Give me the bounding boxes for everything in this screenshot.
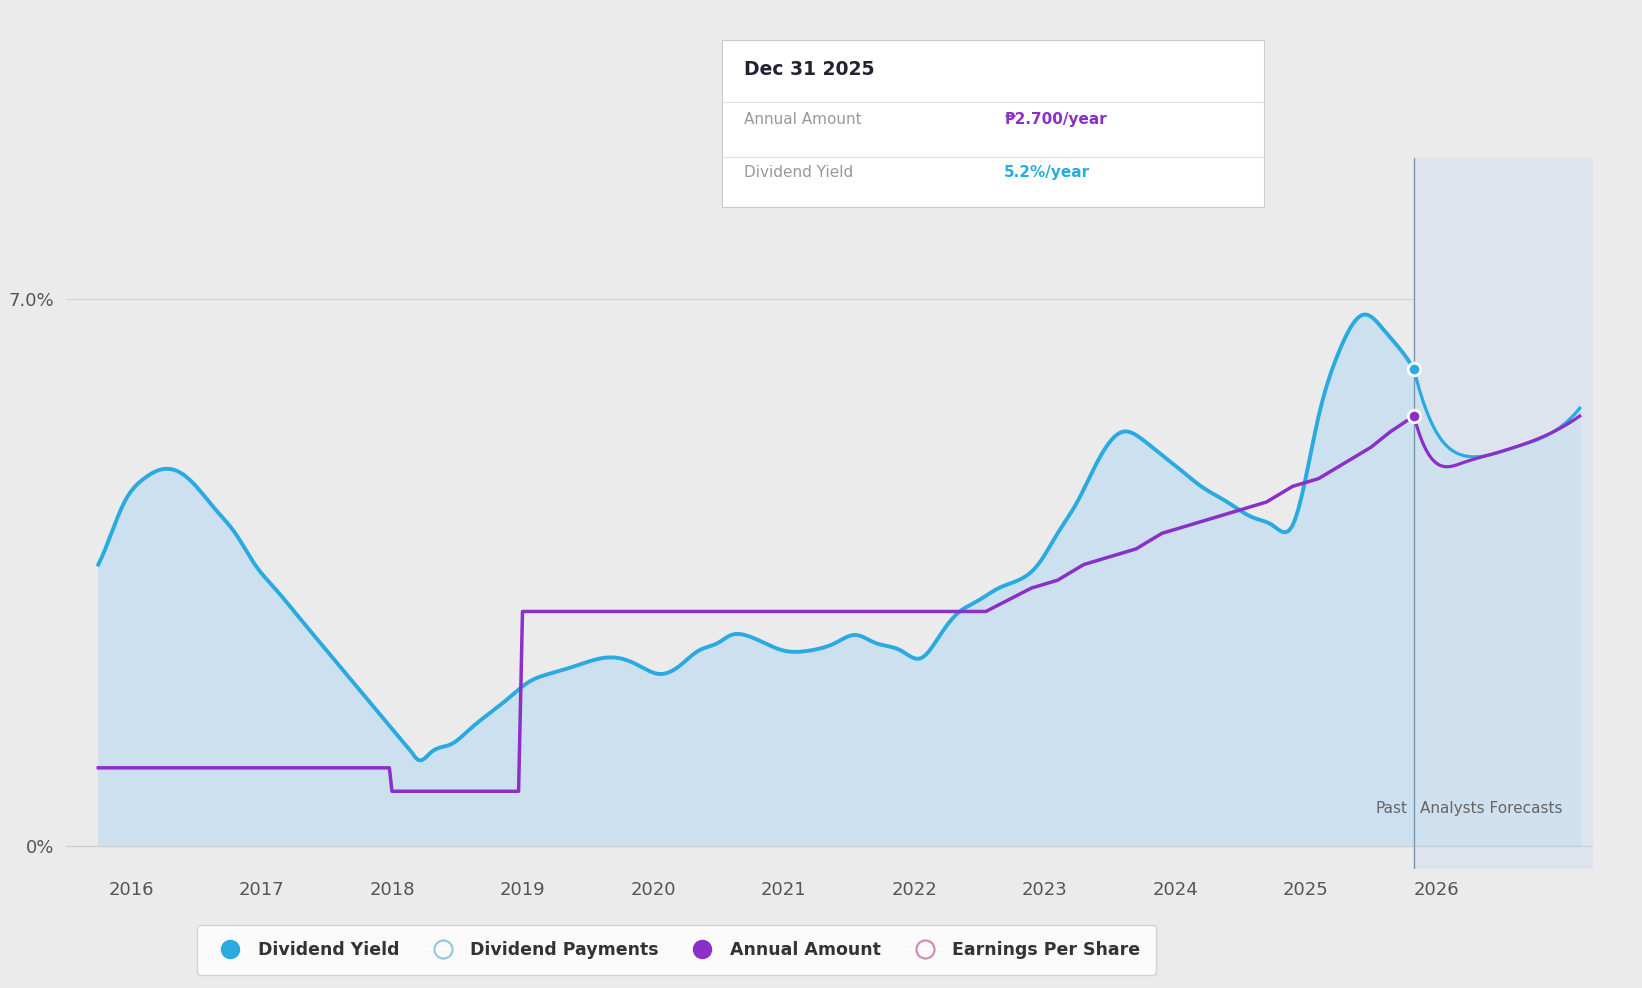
Text: 5.2%/year: 5.2%/year — [1005, 166, 1090, 181]
Text: Dec 31 2025: Dec 31 2025 — [744, 59, 875, 79]
Text: Dividend Yield: Dividend Yield — [744, 166, 854, 181]
Text: Past: Past — [1376, 800, 1407, 816]
Text: ₱2.700/year: ₱2.700/year — [1005, 112, 1107, 126]
Legend: Dividend Yield, Dividend Payments, Annual Amount, Earnings Per Share: Dividend Yield, Dividend Payments, Annua… — [197, 926, 1156, 974]
Text: Annual Amount: Annual Amount — [744, 112, 862, 126]
Bar — [1414, 158, 1593, 869]
Text: Analysts Forecasts: Analysts Forecasts — [1420, 800, 1563, 816]
